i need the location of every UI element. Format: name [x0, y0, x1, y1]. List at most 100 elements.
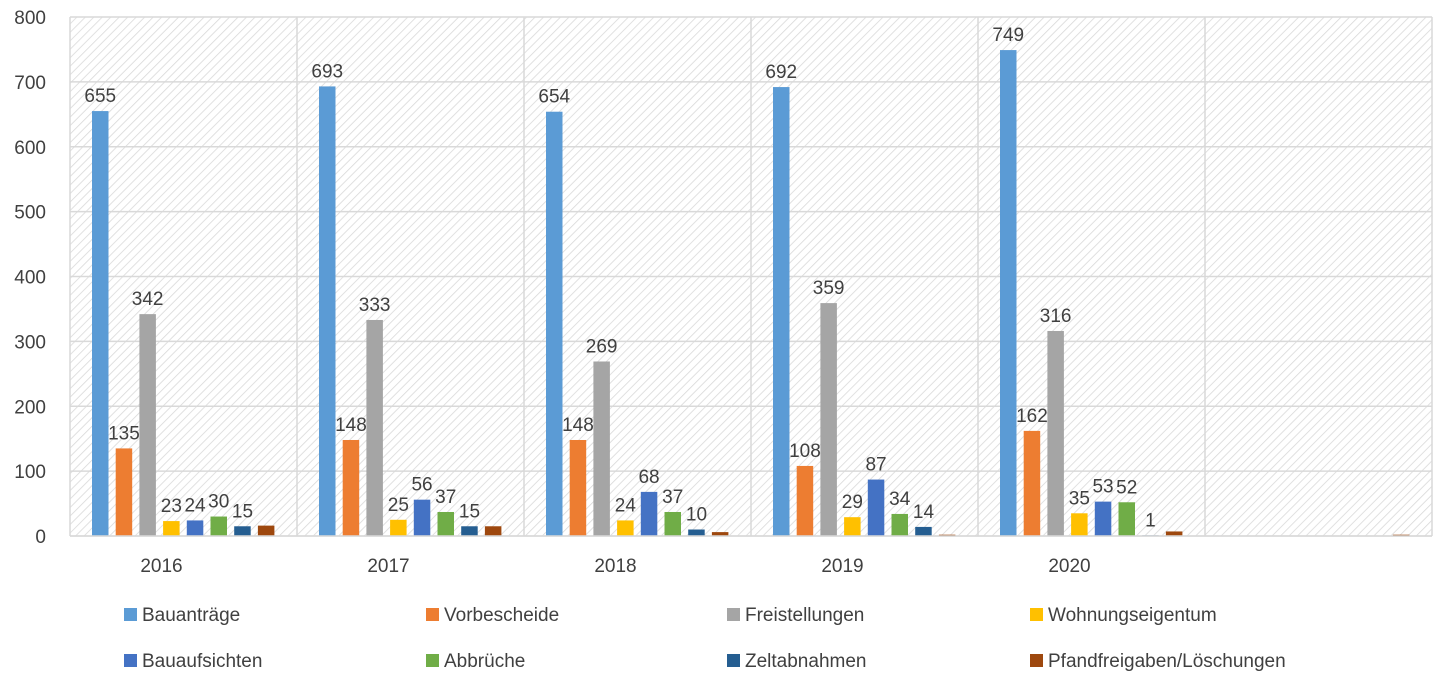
bar — [115, 448, 133, 536]
bar — [640, 491, 658, 536]
data-label: 14 — [913, 502, 935, 523]
legend-label: Abbrüche — [444, 651, 525, 672]
data-label: 749 — [992, 25, 1024, 46]
legend-label: Pfandfreigaben/Löschungen — [1048, 651, 1286, 672]
data-label: 52 — [1116, 477, 1137, 498]
bar — [461, 526, 478, 536]
bars — [92, 50, 1410, 537]
legend-label: Freistellungen — [745, 605, 864, 626]
data-label: 30 — [208, 492, 229, 513]
x-tick-label: 2018 — [594, 556, 636, 577]
data-label: 15 — [232, 501, 253, 522]
data-label: 37 — [662, 487, 683, 508]
legend-label: Vorbescheide — [444, 605, 559, 626]
data-label: 162 — [1016, 406, 1048, 427]
data-label: 342 — [132, 289, 164, 310]
x-tick-label: 2017 — [367, 556, 409, 577]
bar — [546, 111, 563, 536]
y-tick-label: 200 — [14, 397, 46, 418]
data-label: 1 — [1145, 510, 1156, 531]
data-label: 693 — [311, 61, 343, 82]
data-label: 148 — [335, 415, 367, 436]
y-tick-label: 600 — [14, 138, 46, 159]
x-axis-ticks: 2016 2017 2018 2019 2020 — [140, 556, 1090, 577]
data-label: 25 — [388, 495, 409, 516]
bar — [844, 517, 861, 536]
y-axis-ticks: 0 100 200 300 400 500 600 700 800 — [14, 8, 46, 548]
bar — [1118, 502, 1135, 536]
bar — [891, 513, 908, 536]
data-label: 23 — [161, 496, 182, 517]
gridlines — [69, 16, 1433, 537]
bar — [1023, 430, 1041, 536]
bar — [342, 439, 360, 536]
legend-swatch — [426, 654, 439, 667]
bar — [413, 499, 431, 536]
bar — [390, 519, 407, 536]
x-tick-label: 2016 — [140, 556, 182, 577]
bar — [915, 526, 932, 536]
data-label: 269 — [586, 336, 618, 357]
bar — [593, 361, 610, 536]
bar — [711, 532, 729, 536]
data-label: 148 — [562, 415, 594, 436]
bar — [796, 465, 814, 536]
bar — [867, 479, 885, 536]
y-tick-label: 500 — [14, 203, 46, 224]
bar — [1071, 513, 1088, 536]
bar — [437, 511, 454, 536]
bar — [234, 526, 251, 536]
bar — [163, 521, 180, 536]
y-tick-label: 0 — [35, 527, 46, 548]
x-tick-label: 2020 — [1048, 556, 1090, 577]
legend: Bauanträge Vorbescheide Freistellungen Wohn… — [124, 605, 1286, 672]
y-tick-label: 800 — [14, 8, 46, 29]
data-label: 316 — [1040, 306, 1072, 327]
bar — [664, 511, 681, 536]
legend-label: Zeltabnahmen — [745, 651, 866, 672]
data-label: 37 — [435, 487, 456, 508]
bar — [688, 529, 705, 536]
data-label: 359 — [813, 278, 845, 299]
legend-swatch — [1030, 608, 1043, 621]
bar — [773, 87, 790, 536]
legend-label: Bauaufsichten — [142, 651, 262, 672]
data-label: 24 — [615, 495, 637, 516]
data-label: 692 — [765, 62, 797, 83]
bar — [484, 526, 502, 536]
data-label: 35 — [1069, 488, 1090, 509]
legend-swatch — [727, 654, 740, 667]
data-label: 34 — [889, 489, 911, 510]
bar — [186, 520, 204, 536]
data-label: 655 — [84, 86, 116, 107]
bar — [1094, 501, 1112, 536]
bar — [569, 439, 587, 536]
bar — [1165, 531, 1183, 536]
legend-swatch — [1030, 654, 1043, 667]
y-tick-label: 100 — [14, 462, 46, 483]
legend-swatch — [124, 654, 137, 667]
data-label: 108 — [789, 441, 821, 462]
legend-swatch — [124, 608, 137, 621]
y-tick-label: 700 — [14, 73, 46, 94]
data-label: 135 — [108, 423, 140, 444]
data-label: 654 — [538, 87, 570, 108]
bar — [319, 86, 336, 536]
bar — [820, 303, 837, 536]
bar — [139, 314, 156, 536]
y-tick-label: 400 — [14, 268, 46, 289]
bar — [1047, 330, 1064, 536]
data-label: 29 — [842, 492, 863, 513]
data-label: 87 — [865, 455, 886, 476]
bar — [257, 525, 275, 536]
bar — [92, 111, 109, 536]
bar — [1000, 50, 1017, 537]
legend-swatch — [727, 608, 740, 621]
data-label: 53 — [1092, 477, 1113, 498]
data-label: 56 — [411, 475, 432, 496]
y-tick-label: 300 — [14, 332, 46, 353]
legend-swatch — [426, 608, 439, 621]
data-label: 68 — [638, 467, 659, 488]
